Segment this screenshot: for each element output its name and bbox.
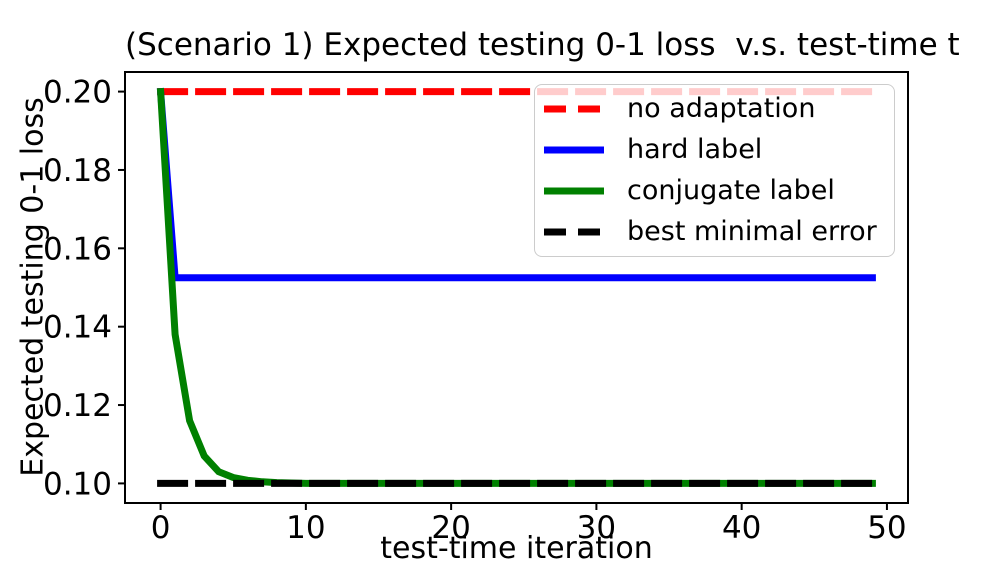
- legend-line-sample-conjugate-label: [544, 187, 604, 194]
- y-tick-label: 0.16: [43, 231, 112, 267]
- plot-border: [124, 71, 909, 504]
- x-tick-label: 0: [151, 510, 171, 546]
- y-tick-label: 0.18: [43, 153, 112, 189]
- legend-label: no adaptation: [627, 93, 816, 124]
- chart-title: (Scenario 1) Expected testing 0-1 loss v…: [125, 27, 960, 63]
- legend-item-conjugate-label: conjugate label: [535, 170, 894, 211]
- x-tick-label: 30: [577, 510, 616, 546]
- x-tick-label: 40: [722, 510, 761, 546]
- legend-label: hard label: [627, 134, 763, 165]
- legend-item-best-minimal-error: best minimal error: [535, 211, 894, 252]
- x-tick-label: 10: [286, 510, 325, 546]
- legend-box: no adaptation hard label conjugate label be…: [534, 84, 895, 257]
- y-tick-label: 0.20: [43, 75, 112, 111]
- y-axis-label: Expected testing 0-1 loss: [15, 97, 51, 477]
- legend-line-sample-hard-label: [544, 146, 604, 153]
- x-axis-label: test-time iteration: [380, 531, 653, 566]
- legend-item-no-adaptation: no adaptation: [535, 88, 894, 129]
- legend-label: conjugate label: [627, 175, 835, 206]
- legend-label: best minimal error: [627, 216, 877, 247]
- x-tick-label: 50: [867, 510, 906, 546]
- legend-item-hard-label: hard label: [535, 129, 894, 170]
- y-tick-label: 0.10: [43, 466, 112, 502]
- y-tick-label: 0.12: [43, 388, 112, 424]
- legend-line-sample-best-minimal-error: [544, 228, 604, 235]
- y-tick-label: 0.14: [43, 310, 112, 346]
- x-tick-label: 20: [431, 510, 470, 546]
- legend-line-sample-no-adaptation: [544, 105, 604, 112]
